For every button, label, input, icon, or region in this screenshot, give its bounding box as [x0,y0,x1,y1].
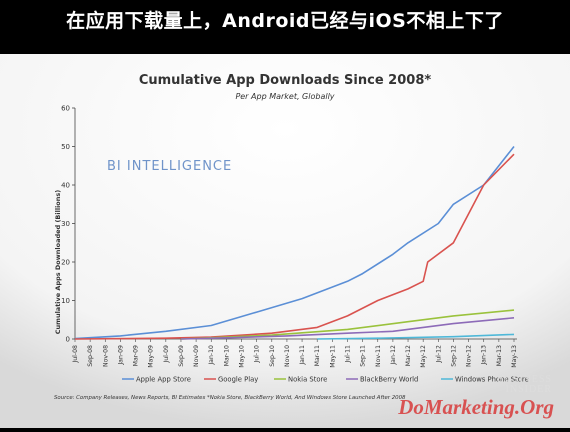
x-tick-label: May-12 [420,345,427,368]
x-tick-label: Jan-12 [390,345,397,366]
chart-background [0,54,570,428]
legend-label: Apple App Store [136,376,191,384]
x-tick-label: Sep-09 [178,345,185,367]
legend-label: Google Play [218,376,258,384]
bi-intelligence-logo: BI INTELLIGENCE [107,159,232,174]
y-tick-label: 50 [61,143,70,151]
x-tick-label: Sep-12 [450,345,457,367]
chart-panel: Cumulative App Downloads Since 2008* Per… [0,54,570,428]
x-tick-label: Nov-11 [375,345,382,367]
legend-label: Nokia Store [288,376,327,384]
series-line-windows-phone-store [317,333,515,340]
legend-label: BlackBerry World [360,376,418,384]
legend: Apple App Store Google Play Nokia Store Bla… [122,376,529,384]
x-tick-label: Sep-10 [269,345,276,367]
x-tick-label: Jul-10 [254,345,261,364]
x-tick-label: Jul-12 [435,345,442,364]
source-note: Source: Company Releases, News Reports, … [54,395,406,401]
x-tick-label: Mar-10 [223,345,230,366]
x-tick-label: Mar-11 [314,345,321,366]
axes: 0 10 20 30 40 50 60 Jul-08 Sep-08 Nov-08 Jan-09 Mar… [61,105,518,368]
x-tick-label: May-09 [148,345,155,368]
y-tick-label: 40 [61,182,70,190]
y-tick-label: 60 [61,105,70,113]
y-axis-label: Cumulative Apps Downloaded (Billions) [54,190,62,334]
business-insider-logo: BUSINESS INSIDER [496,374,552,395]
x-tick-label: May-13 [511,345,518,368]
x-tick-label: Jul-09 [163,345,170,364]
series-line-blackberry-world [180,317,515,340]
x-tick-label: Nov-10 [284,345,291,367]
legend-label: Windows Phone Store [455,376,529,384]
x-tick-label: Jan-10 [208,345,215,366]
chart-title: Cumulative App Downloads Since 2008* [139,73,432,88]
series-line-apple-app-store [74,146,515,340]
y-tick-label: 30 [61,220,70,228]
x-tick-label: May-11 [329,345,336,368]
x-tick-label: Sep-11 [360,345,367,367]
x-tick-label: Jul-08 [72,345,79,364]
x-tick-label: Mar-13 [496,345,503,366]
x-tick-label: Jan-09 [117,345,124,366]
x-tick-label: Mar-09 [133,345,140,366]
x-tick-label: Nov-08 [102,345,109,367]
y-tick-label: 20 [61,259,70,267]
x-tick-label: Nov-12 [466,345,473,367]
headline: 在应用下载量上，Android已经与iOS不相上下了 [66,10,504,32]
x-tick-label: Jan-11 [299,345,306,366]
series-lines [74,146,515,340]
x-tick-label: Nov-09 [193,345,200,367]
line-chart: Cumulative App Downloads Since 2008* Per… [0,54,570,428]
x-tick-label: Mar-12 [405,345,412,366]
x-tick-label: Jul-11 [344,345,351,364]
x-tick-label: Jan-13 [481,345,488,366]
y-tick-label: 0 [66,336,70,344]
domarketing-watermark: DoMarketing.Org [398,395,554,419]
x-tick-label: May-10 [239,345,246,368]
y-tick-label: 10 [61,297,70,305]
chart-subtitle: Per App Market, Globally [235,92,334,101]
x-tick-label: Sep-08 [87,345,94,367]
